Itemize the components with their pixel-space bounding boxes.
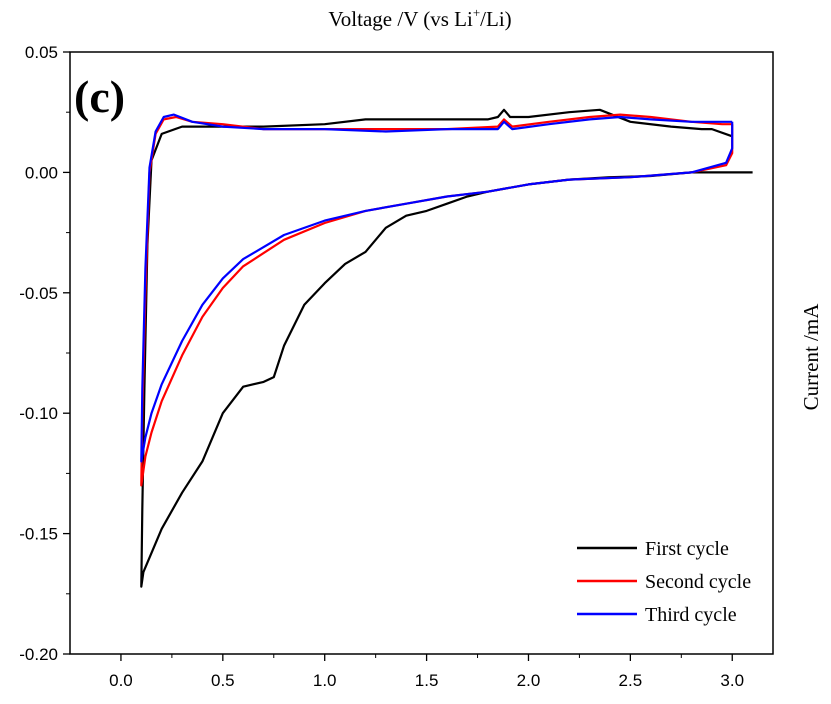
legend-label-third-cycle: Third cycle bbox=[645, 604, 737, 626]
x-axis-title: Voltage /V (vs Li+/Li) bbox=[328, 5, 511, 31]
y-tick-label: -0.10 bbox=[19, 404, 58, 423]
legend: First cycle Second cycle Third cycle bbox=[577, 538, 751, 626]
y-tick-label: 0.05 bbox=[25, 43, 58, 62]
y-tick-label: -0.15 bbox=[19, 525, 58, 544]
x-tick-label: 0.5 bbox=[211, 671, 235, 690]
x-tick-label: 2.5 bbox=[619, 671, 643, 690]
x-axis-title-main: Voltage /V (vs Li bbox=[328, 7, 473, 31]
y-axis-title: Current /mA bbox=[799, 303, 823, 411]
y-tick-label: -0.20 bbox=[19, 645, 58, 664]
x-axis-title-sup: + bbox=[473, 5, 480, 20]
series-line-second-cycle bbox=[140, 113, 734, 487]
x-axis-title-end: /Li) bbox=[480, 7, 512, 31]
series-line-third-cycle bbox=[140, 113, 734, 463]
ticks-group: 0.0 0.5 1.0 1.5 2.0 2.5 3.0 0.05 0.00 -0.05 -0.10 -… bbox=[19, 43, 744, 690]
series-group bbox=[140, 108, 753, 588]
legend-label-second-cycle: Second cycle bbox=[645, 571, 751, 593]
series-line-first-cycle bbox=[140, 108, 753, 588]
x-tick-label: 2.0 bbox=[517, 671, 541, 690]
y-tick-label: -0.05 bbox=[19, 284, 58, 303]
x-tick-label: 3.0 bbox=[720, 671, 744, 690]
x-tick-label: 0.0 bbox=[109, 671, 133, 690]
x-tick-label: 1.5 bbox=[415, 671, 439, 690]
panel-label: (c) bbox=[74, 71, 125, 122]
x-tick-label: 1.0 bbox=[313, 671, 337, 690]
y-tick-label: 0.00 bbox=[25, 163, 58, 182]
legend-label-first-cycle: First cycle bbox=[645, 538, 729, 560]
